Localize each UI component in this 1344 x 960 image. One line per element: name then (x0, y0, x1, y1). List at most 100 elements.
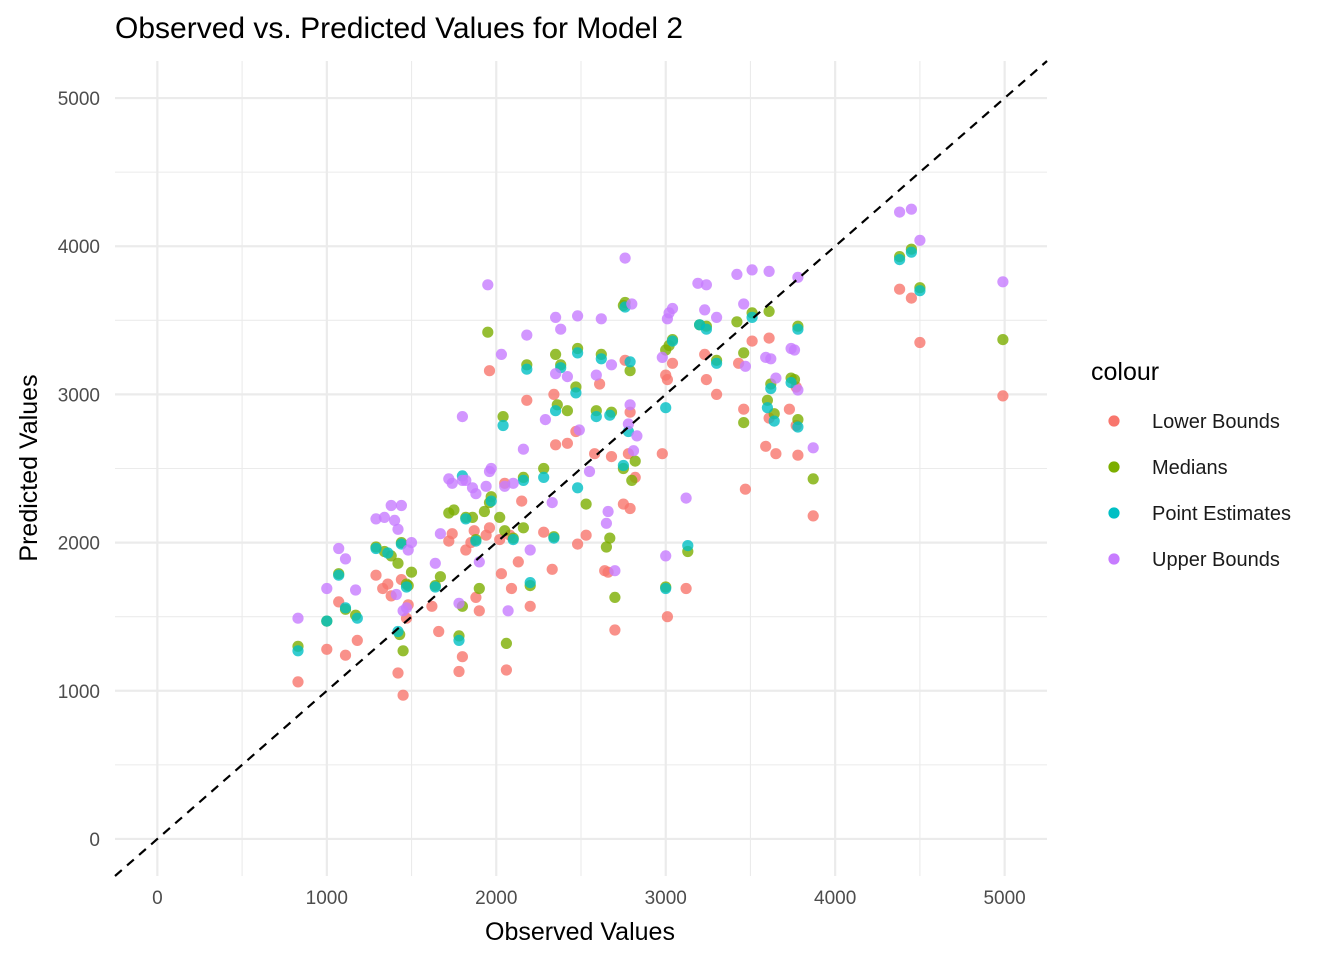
data-point (619, 252, 631, 264)
data-point (605, 359, 618, 371)
data-point (478, 505, 490, 518)
data-point (792, 421, 804, 433)
grid (115, 61, 1047, 876)
data-point (555, 323, 567, 335)
data-point (583, 465, 596, 478)
data-point (292, 645, 304, 657)
data-point (392, 557, 404, 569)
data-point (456, 651, 468, 663)
data-point (914, 234, 926, 246)
reference-line-layer (114, 60, 1048, 877)
data-point (500, 637, 512, 650)
data-point (580, 529, 592, 541)
y-tick-label: 5000 (58, 89, 100, 110)
data-point (666, 302, 679, 315)
data-point (446, 477, 458, 489)
x-tick-label: 5000 (983, 888, 1025, 909)
data-point (351, 612, 363, 624)
data-point (624, 399, 636, 411)
data-point (370, 542, 382, 555)
data-point (572, 482, 584, 494)
data-point (680, 582, 692, 595)
data-point (700, 279, 713, 291)
data-point (680, 492, 692, 504)
x-tick-label: 2000 (475, 888, 517, 909)
data-point (624, 502, 636, 515)
data-point (626, 298, 638, 310)
data-point (351, 634, 363, 647)
data-point (395, 499, 407, 512)
data-point (765, 382, 777, 395)
legend-label: Upper Bounds (1152, 549, 1280, 571)
data-point (517, 522, 530, 534)
data-point (517, 443, 530, 455)
data-point (770, 448, 782, 460)
data-point (572, 347, 584, 359)
identity-reference-line (114, 60, 1048, 877)
data-point (392, 523, 404, 535)
data-point (746, 335, 758, 347)
data-point (746, 311, 758, 323)
data-point (485, 462, 497, 475)
data-point (580, 498, 592, 510)
data-point (807, 473, 819, 485)
data-point (507, 477, 519, 489)
data-point (397, 689, 409, 701)
data-point (392, 667, 404, 679)
data-point (760, 440, 772, 452)
data-point (595, 353, 607, 365)
data-point (738, 403, 750, 415)
data-point (550, 311, 562, 323)
data-point (914, 336, 926, 349)
legend: colour Lower Bounds Medians Point Estimate… (1091, 358, 1291, 571)
series-lower-bounds (292, 283, 1009, 701)
data-point (997, 334, 1009, 346)
y-tick-label: 4000 (58, 237, 100, 258)
data-point (626, 474, 638, 486)
data-point (494, 511, 506, 523)
data-point (539, 414, 552, 426)
data-point (524, 600, 536, 612)
data-point (738, 298, 750, 310)
data-point (480, 480, 492, 492)
data-point (339, 602, 352, 614)
data-point (521, 394, 533, 406)
data-point (905, 292, 918, 304)
data-point (627, 445, 640, 457)
data-point (622, 418, 635, 430)
legend-label: Point Estimates (1152, 503, 1291, 525)
data-point (453, 634, 465, 647)
data-point (570, 387, 582, 399)
data-point (600, 541, 613, 553)
data-point (666, 357, 679, 369)
data-point (473, 582, 485, 595)
data-point (370, 513, 382, 525)
data-point (473, 605, 485, 617)
data-point (400, 602, 413, 614)
data-point (292, 676, 304, 688)
data-point (550, 368, 562, 380)
series-upper-bounds (292, 203, 1009, 624)
data-point (521, 329, 533, 341)
data-point (382, 578, 394, 590)
data-point (894, 254, 906, 266)
data-point (792, 449, 804, 461)
x-tick-label: 3000 (645, 888, 687, 909)
data-point (389, 514, 401, 527)
points (292, 203, 1009, 701)
data-point (738, 347, 750, 359)
data-point (660, 582, 672, 595)
data-point (507, 534, 519, 546)
data-point (495, 568, 507, 580)
data-point (516, 495, 528, 507)
data-point (594, 378, 606, 390)
data-point (482, 279, 494, 291)
legend-label: Medians (1152, 457, 1228, 479)
data-point (770, 372, 782, 384)
data-point (448, 504, 460, 516)
data-point (682, 540, 694, 552)
legend-key (1108, 507, 1120, 519)
data-point (905, 203, 918, 215)
data-point (785, 377, 797, 389)
